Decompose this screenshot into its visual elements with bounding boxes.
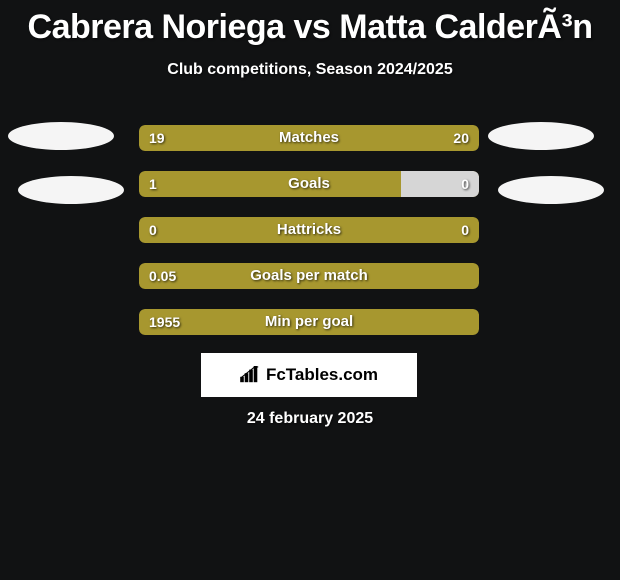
player-photo-placeholder xyxy=(498,176,604,204)
stat-bar-row: Hattricks0 0 xyxy=(139,217,479,243)
logo-box: FcTables.com xyxy=(201,353,417,397)
player-photo-placeholder xyxy=(488,122,594,150)
stat-bar-row: Goals1 0 xyxy=(139,171,479,197)
logo-text: FcTables.com xyxy=(266,365,378,385)
stat-bar-left-value: 0 xyxy=(149,217,157,243)
page-title: Cabrera Noriega vs Matta CalderÃ³n xyxy=(0,0,620,47)
date-label: 24 february 2025 xyxy=(0,410,620,428)
stat-bar-left-value: 1 xyxy=(149,171,157,197)
player-photo-placeholder xyxy=(18,176,124,204)
player-photo-placeholder xyxy=(8,122,114,150)
stat-bar-right-value: 20 xyxy=(453,125,469,151)
stat-bar-right-value: 0 xyxy=(461,171,469,197)
stat-bar-row: Matches19 20 xyxy=(139,125,479,151)
stat-bar-left-value: 19 xyxy=(149,125,165,151)
stat-bar-left-value: 0.05 xyxy=(149,263,176,289)
comparison-bars: Matches1920Goals10Hattricks00Goals per m… xyxy=(139,125,479,355)
stat-bar-label: Hattricks xyxy=(139,217,479,243)
chart-icon xyxy=(240,366,262,384)
stat-bar-label: Matches xyxy=(139,125,479,151)
stat-bar-label: Goals xyxy=(139,171,479,197)
stat-bar-label: Goals per match xyxy=(139,263,479,289)
stat-bar-label: Min per goal xyxy=(139,309,479,335)
page-subtitle: Club competitions, Season 2024/2025 xyxy=(0,61,620,79)
stat-bar-row: Goals per match0.05 xyxy=(139,263,479,289)
stat-bar-left-value: 1955 xyxy=(149,309,180,335)
stat-bar-right-value: 0 xyxy=(461,217,469,243)
stat-bar-row: Min per goal1955 xyxy=(139,309,479,335)
